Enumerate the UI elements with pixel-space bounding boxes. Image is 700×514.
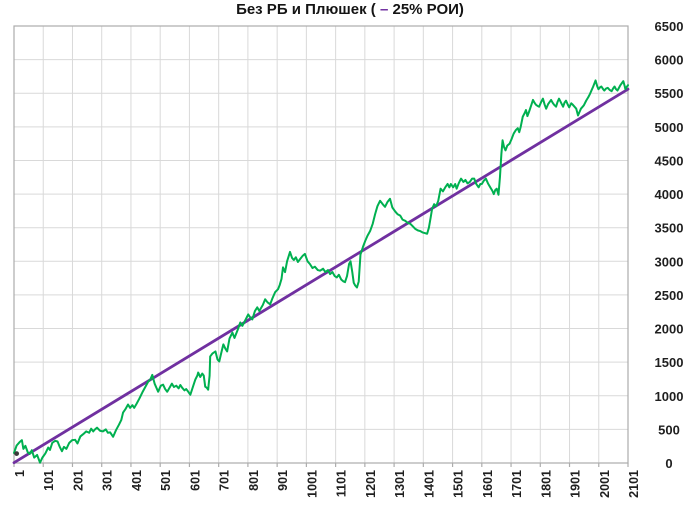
x-axis-tick-label: 501 bbox=[159, 470, 173, 491]
x-axis-tick-label: 1 bbox=[13, 470, 27, 477]
chart-title: Без РБ и Плюшек ( – 25% РОИ) bbox=[0, 1, 700, 18]
x-axis-tick-label: 1601 bbox=[481, 470, 495, 498]
x-axis-tick-label: 601 bbox=[188, 470, 202, 491]
series-start-marker bbox=[14, 451, 20, 456]
x-axis-tick-label: 101 bbox=[42, 470, 56, 491]
x-axis-tick-label: 1801 bbox=[539, 470, 553, 498]
x-axis-tick-label: 301 bbox=[101, 470, 115, 491]
plot-border bbox=[13, 25, 629, 464]
chart-title-text: Без РБ и Плюшек ( bbox=[236, 1, 380, 18]
y-axis-tick-label: 2500 bbox=[655, 288, 684, 303]
y-axis-tick-label: 5000 bbox=[655, 120, 684, 135]
y-axis-tick-label: 3000 bbox=[655, 254, 684, 269]
x-axis-tick-label: 701 bbox=[218, 470, 232, 491]
y-axis-tick-label: 0 bbox=[665, 456, 672, 471]
y-axis-tick-label: 2000 bbox=[655, 322, 684, 337]
y-axis-tick-label: 1000 bbox=[655, 389, 684, 404]
x-axis-tick-label: 2101 bbox=[627, 470, 641, 498]
x-axis-tick-label: 1501 bbox=[452, 470, 466, 498]
x-axis-tick-label: 1301 bbox=[393, 470, 407, 498]
y-axis-tick-label: 6000 bbox=[655, 53, 684, 68]
y-axis-tick-label: 4000 bbox=[655, 187, 684, 202]
y-axis-tick-label: 5500 bbox=[655, 86, 684, 101]
x-axis-tick-label: 1701 bbox=[510, 470, 524, 498]
x-axis-tick-label: 1401 bbox=[422, 470, 436, 498]
x-axis-tick-label: 201 bbox=[71, 470, 85, 491]
x-axis-tick-label: 401 bbox=[130, 470, 144, 491]
equity-curve-line bbox=[13, 79, 629, 464]
y-axis-tick-label: 6500 bbox=[655, 19, 684, 34]
trendline bbox=[12, 87, 630, 465]
y-axis-tick-label: 1500 bbox=[655, 355, 684, 370]
trendline-dash-symbol: – bbox=[379, 1, 389, 18]
y-axis-tick-label: 4500 bbox=[655, 153, 684, 168]
x-axis-tick-label: 2001 bbox=[598, 470, 612, 498]
chart-title-suffix: 25% РОИ) bbox=[388, 1, 464, 18]
x-axis-tick-label: 1201 bbox=[364, 470, 378, 498]
x-axis-tick-label: 801 bbox=[247, 470, 261, 491]
x-axis-tick-label: 1101 bbox=[335, 470, 349, 497]
x-axis-tick-label: 1901 bbox=[569, 470, 583, 498]
y-axis-tick-label: 500 bbox=[658, 422, 680, 437]
y-axis-tick-label: 3500 bbox=[655, 221, 684, 236]
x-axis-tick-label: 1001 bbox=[305, 470, 319, 498]
x-axis-tick-label: 901 bbox=[276, 470, 290, 491]
